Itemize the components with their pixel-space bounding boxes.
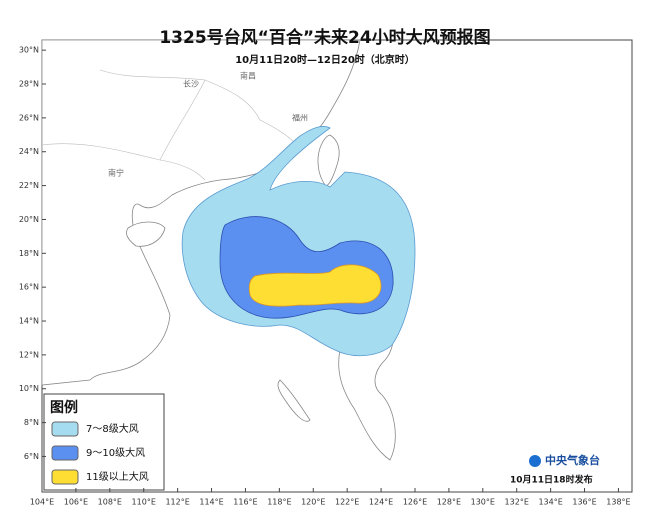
map-area: 长沙 南昌 福州 南宁 (41, 39, 633, 493)
wind-area-11 (248, 264, 382, 307)
lon-tick-label: 120°E (301, 498, 325, 507)
lat-tick-label: 6°N (24, 452, 39, 461)
lon-tick-label: 138°E (606, 498, 630, 507)
lon-tick-label: 108°E (98, 498, 122, 507)
title: 1325号台风“百合”未来24小时大风预报图 (159, 27, 490, 48)
lat-tick-label: 22°N (19, 181, 39, 190)
lon-tick-label: 130°E (471, 498, 495, 507)
legend-label: 9～10级大风 (86, 446, 145, 459)
lon-tick-label: 104°E (30, 498, 54, 507)
lon-tick-label: 128°E (437, 498, 461, 507)
legend-label: 11级以上大风 (86, 470, 149, 483)
issuer-logo (529, 455, 541, 467)
hainan (126, 221, 166, 247)
lat-tick-label: 20°N (19, 215, 39, 224)
lon-tick-label: 132°E (505, 498, 529, 507)
lat-tick-label: 12°N (19, 350, 39, 359)
palawan (277, 379, 311, 422)
legend-title: 图例 (50, 399, 78, 416)
lon-tick-label: 134°E (538, 498, 562, 507)
lon-tick-label: 112°E (165, 498, 189, 507)
province-borders (41, 69, 301, 181)
issuer: 中央气象台 (545, 453, 600, 467)
lat-tick-label: 26°N (19, 113, 39, 122)
lat-tick-label: 8°N (24, 418, 39, 427)
lat-tick-label: 10°N (19, 384, 39, 393)
legend: 图例 7～8级大风 9～10级大风 11级以上大风 (43, 393, 165, 491)
legend-swatch (51, 469, 79, 485)
lon-tick-label: 110°E (132, 498, 156, 507)
legend-swatch (51, 421, 79, 437)
lon-tick-label: 116°E (233, 498, 257, 507)
place-label: 南宁 (108, 168, 124, 178)
lon-tick-label: 136°E (572, 498, 596, 507)
lon-tick-label: 124°E (369, 498, 393, 507)
lat-tick-label: 30°N (19, 46, 39, 55)
lat-tick-label: 24°N (19, 147, 39, 156)
lon-tick-label: 122°E (335, 498, 359, 507)
lon-tick-label: 126°E (403, 498, 427, 507)
lon-tick-label: 114°E (199, 498, 223, 507)
lat-tick-label: 14°N (19, 317, 39, 326)
issue-time: 10月11日18时发布 (510, 474, 593, 486)
lat-tick-label: 18°N (19, 249, 39, 258)
lat-tick-label: 16°N (19, 283, 39, 292)
lon-tick-label: 106°E (64, 498, 88, 507)
legend-label: 7～8级大风 (86, 422, 139, 435)
place-label: 福州 (292, 114, 308, 123)
lat-tick-label: 28°N (19, 80, 39, 89)
place-label: 长沙 (183, 79, 199, 89)
place-label: 南昌 (240, 71, 256, 81)
subtitle: 10月11日20时—12日20时（北京时） (235, 53, 415, 66)
legend-swatch (51, 445, 79, 461)
lon-tick-label: 118°E (267, 498, 291, 507)
